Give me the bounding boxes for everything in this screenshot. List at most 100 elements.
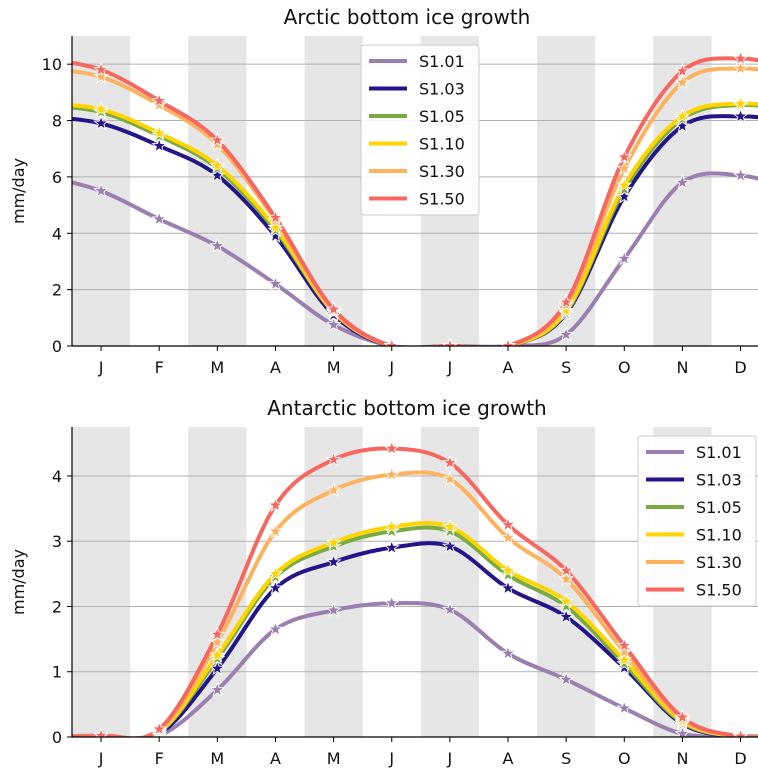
data-point — [500, 579, 516, 595]
data-point — [151, 210, 168, 226]
y-tick-label: 4 — [52, 467, 62, 486]
series-line-S1.01 — [72, 171, 758, 346]
legend-label: S1.03 — [696, 471, 742, 490]
legend-label: S1.03 — [419, 80, 465, 99]
data-point — [151, 124, 168, 140]
data-point — [558, 570, 575, 586]
x-tick-label: N — [676, 749, 688, 768]
data-point — [267, 219, 284, 235]
data-point — [209, 634, 226, 650]
data-point — [93, 727, 109, 737]
legend-label: S1.01 — [419, 52, 465, 71]
data-point — [616, 643, 633, 659]
data-point — [616, 250, 633, 266]
series-layer — [72, 50, 758, 346]
data-point — [674, 709, 691, 725]
data-point — [500, 529, 516, 545]
data-point — [558, 302, 575, 318]
legend-label: S1.10 — [696, 526, 742, 545]
data-point — [674, 74, 691, 90]
x-tick-label: N — [676, 358, 688, 377]
x-tick-label: O — [618, 749, 631, 768]
x-tick-label: M — [327, 358, 341, 377]
x-tick-label: J — [447, 358, 453, 377]
x-tick-label: F — [155, 358, 164, 377]
data-point — [325, 553, 342, 569]
data-point — [616, 188, 633, 204]
chart-panel-2: 0 1 2 3 4 J F M A M J J A S O N D Antarctic bottom ice gr… — [9, 396, 758, 768]
data-point — [93, 61, 109, 77]
data-point — [616, 700, 633, 715]
legend-label: S1.05 — [696, 498, 742, 517]
y-tick-label: 2 — [52, 281, 62, 300]
data-point — [267, 227, 284, 243]
data-point — [325, 534, 342, 550]
month-shade-band — [304, 36, 363, 346]
data-point — [325, 482, 342, 498]
data-point — [558, 326, 575, 342]
x-tick-label: J — [388, 358, 394, 377]
x-tick-label: M — [327, 749, 341, 768]
data-point — [500, 566, 516, 582]
series-line-S1.50 — [72, 446, 758, 737]
data-point — [325, 451, 342, 467]
data-point — [383, 539, 400, 555]
data-point — [93, 68, 109, 84]
data-point — [151, 96, 168, 112]
x-tick-label: M — [210, 358, 224, 377]
data-point — [151, 720, 168, 736]
data-point — [674, 117, 691, 133]
y-tick-label: 10 — [42, 55, 62, 74]
y-tick-label: 8 — [52, 112, 62, 131]
data-point — [209, 157, 226, 173]
legend-label: S1.01 — [696, 443, 742, 462]
y-tick-label: 1 — [52, 663, 62, 682]
data-point — [500, 645, 516, 661]
series-line-S1.05 — [72, 102, 758, 346]
series-line-S1.30 — [72, 66, 758, 346]
data-point — [209, 167, 226, 183]
x-tick-label: D — [734, 749, 746, 768]
data-point — [383, 466, 400, 482]
data-point — [325, 316, 342, 332]
data-point — [209, 136, 226, 152]
data-point — [500, 562, 516, 578]
data-point — [674, 174, 691, 190]
data-point — [325, 602, 342, 618]
x-tick-label: F — [155, 749, 164, 768]
x-tick-label: D — [734, 358, 746, 377]
data-point — [383, 337, 400, 346]
data-point — [267, 497, 284, 513]
month-shade-band — [72, 427, 131, 737]
y-tick-label: 0 — [52, 728, 62, 747]
x-tick-label: M — [210, 749, 224, 768]
series-line-S1.03 — [72, 114, 758, 346]
data-point — [441, 538, 458, 554]
data-point — [151, 92, 168, 108]
data-point — [558, 608, 575, 624]
data-point — [267, 275, 284, 291]
data-point — [674, 62, 691, 78]
data-point — [441, 454, 458, 470]
x-tick-label: J — [388, 749, 394, 768]
x-tick-label: J — [447, 749, 453, 768]
x-tick-label: A — [503, 749, 514, 768]
data-point — [616, 637, 633, 653]
data-point — [500, 516, 516, 532]
data-point — [93, 101, 109, 116]
data-point — [441, 470, 458, 486]
data-point — [616, 148, 633, 164]
legend-label: S1.30 — [696, 553, 742, 572]
legend-label: S1.30 — [419, 162, 465, 181]
data-point — [732, 50, 749, 66]
x-tick-label: A — [270, 358, 281, 377]
x-tick-label: A — [503, 358, 514, 377]
month-shade-band — [653, 36, 712, 346]
data-point — [267, 565, 284, 581]
data-point — [558, 294, 575, 310]
data-point — [267, 209, 284, 225]
data-point — [616, 181, 633, 197]
data-point — [674, 108, 691, 124]
data-point — [732, 60, 749, 76]
